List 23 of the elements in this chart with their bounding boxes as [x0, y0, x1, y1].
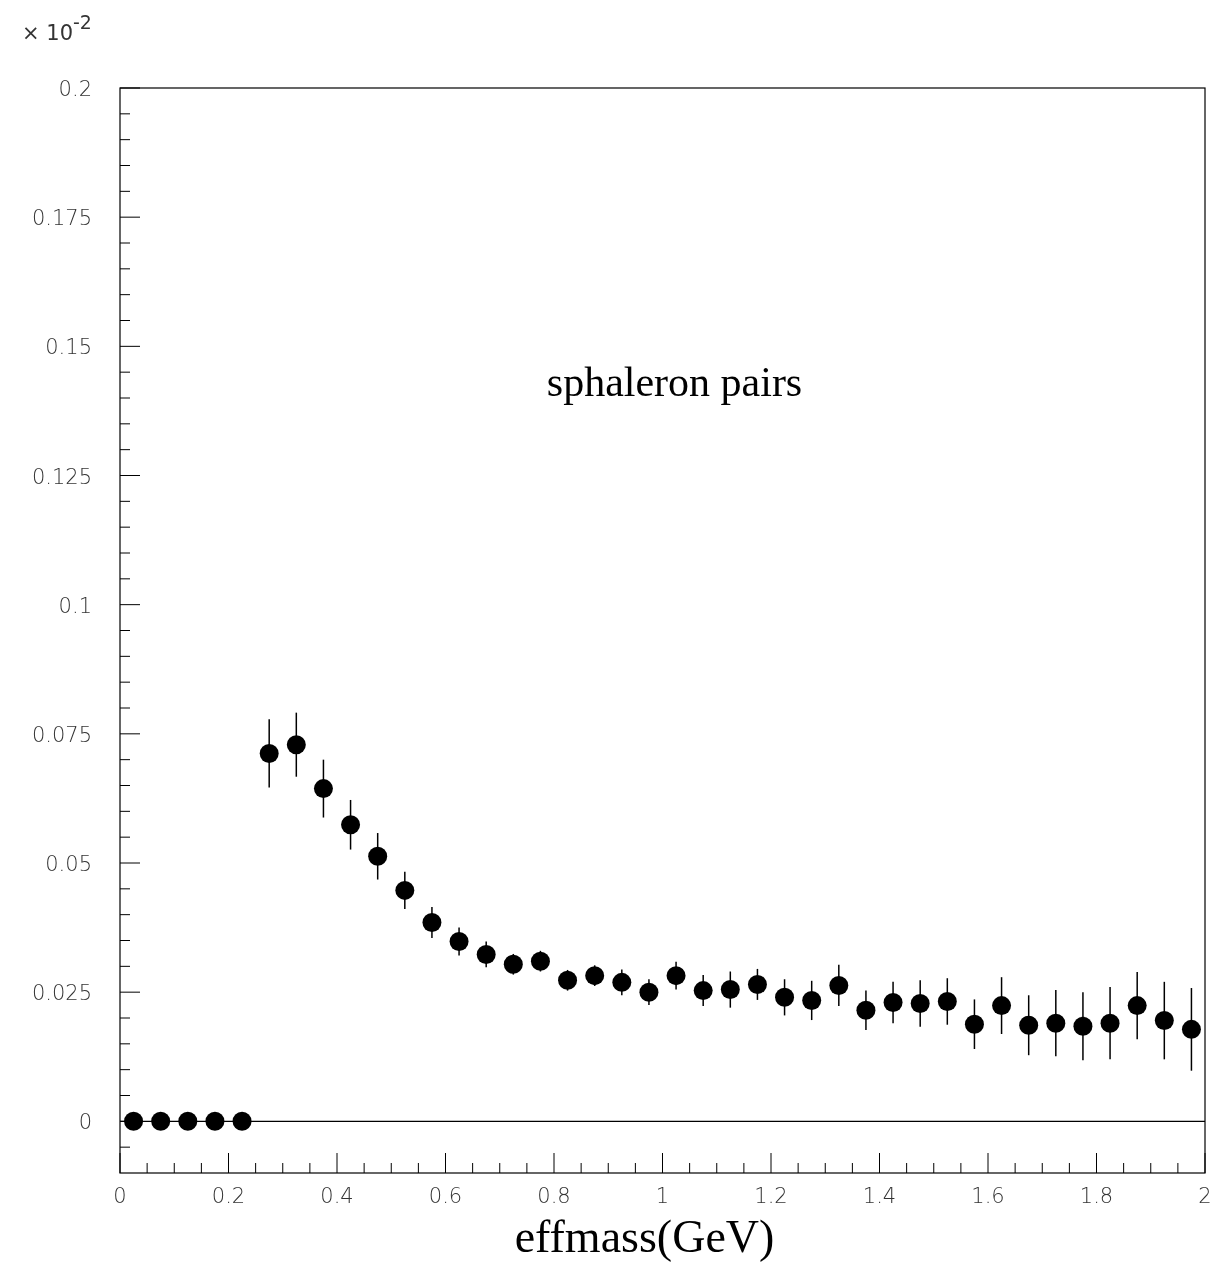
x-tick-label: 1.2 — [754, 1184, 788, 1208]
x-tick-label: 0.4 — [320, 1184, 354, 1208]
x-tick-label: 0.2 — [211, 1184, 246, 1208]
y-tick-label: 0.175 — [31, 206, 92, 231]
y-tick-label: 0 — [78, 1110, 92, 1135]
x-tick-label: 0.8 — [537, 1184, 571, 1208]
text: × 10$^{-2}$ — [22, 11, 92, 45]
y-tick-label: 0.025 — [31, 981, 92, 1006]
y-tick-label: 0.05 — [45, 852, 92, 876]
x-tick-label: 0.6 — [428, 1184, 463, 1208]
y-tick-label: 0.2 — [58, 77, 92, 101]
y-tick-label: 0.125 — [31, 464, 92, 489]
x-axis-title: effmass(GeV) — [514, 1211, 775, 1262]
y-tick-label: 0.075 — [31, 722, 92, 747]
x-tick-label: 1 — [655, 1184, 670, 1208]
x-tick-label: 2 — [1198, 1184, 1212, 1208]
x-tick-label: 0 — [113, 1184, 127, 1208]
x-tick-label: 1.8 — [1079, 1184, 1114, 1208]
y-tick-label: 0.15 — [45, 335, 92, 360]
x-tick-label: 1.6 — [971, 1184, 1005, 1208]
x-tick-label: 1.4 — [862, 1184, 897, 1208]
annotation: sphaleron pairs — [546, 359, 803, 405]
y-tick-label: 0.1 — [58, 593, 92, 618]
